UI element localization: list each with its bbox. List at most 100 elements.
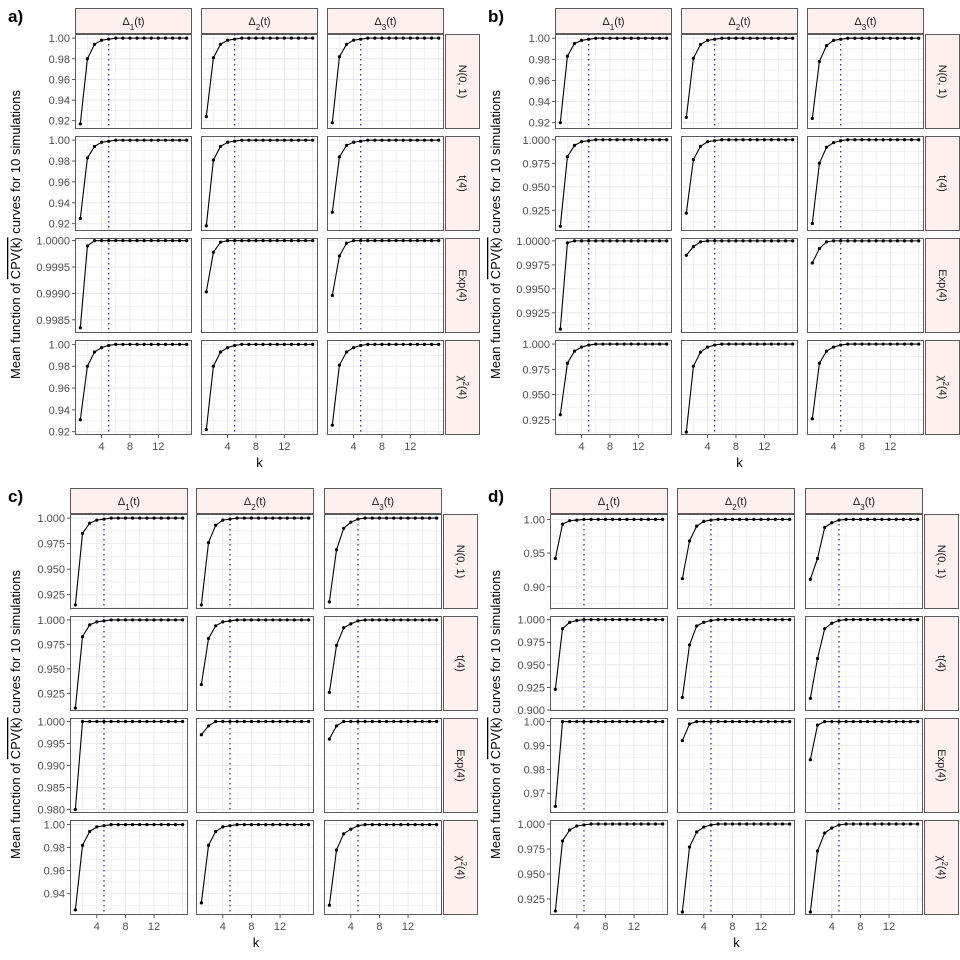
y-tick-label: 1.00 — [49, 33, 70, 45]
data-point — [351, 346, 356, 350]
data-point — [766, 719, 770, 724]
data-point — [242, 516, 246, 520]
data-point — [185, 138, 189, 142]
data-point — [846, 36, 850, 40]
x-tick-label: 12 — [402, 921, 414, 933]
data-point — [769, 239, 774, 243]
row-strip — [445, 340, 480, 435]
data-point — [359, 343, 363, 348]
y-tick-label: 0.925 — [37, 590, 65, 602]
data-point — [596, 517, 600, 521]
data-point — [632, 719, 636, 724]
data-point — [622, 138, 626, 142]
data-point — [228, 824, 232, 828]
row-strip — [925, 136, 960, 231]
data-point — [268, 36, 272, 40]
panel — [807, 136, 924, 231]
data-point — [873, 822, 877, 826]
data-point — [289, 138, 294, 142]
data-point — [256, 516, 261, 520]
data-point — [392, 719, 396, 724]
panel: 0.925 0.950 0.975 1.000 — [37, 513, 188, 609]
row-strip-label: N(0, 1) — [454, 545, 466, 579]
panel-border — [201, 238, 318, 333]
data-point — [130, 618, 135, 622]
data-point — [235, 719, 239, 724]
data-point — [657, 239, 662, 243]
data-point — [128, 239, 132, 243]
y-tick-label: 0.90 — [524, 582, 545, 594]
y-tick-label: 0.94 — [529, 97, 550, 109]
data-point — [356, 719, 360, 724]
series-line — [811, 37, 919, 119]
row-strip-label: N(0, 1) — [936, 65, 948, 99]
y-tick-label: 1.000 — [517, 819, 545, 831]
series-line — [74, 824, 183, 910]
series-line — [809, 721, 918, 760]
panel-border — [805, 820, 923, 915]
panel-background — [327, 136, 444, 231]
data-point — [815, 656, 820, 661]
data-point — [349, 719, 353, 724]
data-point — [589, 822, 593, 826]
data-point — [240, 239, 244, 243]
data-point — [844, 822, 848, 826]
data-point — [121, 239, 125, 243]
data-point — [752, 618, 756, 622]
data-point — [783, 36, 788, 40]
data-point — [233, 343, 237, 348]
data-point — [334, 548, 339, 552]
data-point — [99, 239, 104, 243]
row-strip-label: t(4) — [935, 655, 947, 672]
data-point — [741, 342, 745, 346]
data-point — [145, 516, 149, 520]
data-point — [817, 59, 822, 64]
data-point — [603, 618, 608, 622]
data-point — [737, 822, 742, 826]
data-point — [867, 36, 871, 40]
data-point — [135, 138, 139, 142]
data-point — [366, 138, 370, 142]
panel-background — [805, 718, 923, 813]
data-point — [874, 342, 878, 346]
data-point — [394, 138, 398, 142]
data-point — [135, 36, 139, 40]
column-strip — [196, 488, 314, 514]
panel — [681, 238, 798, 333]
x-tick-label: 4 — [348, 921, 354, 933]
quadrant-label: d) — [488, 487, 504, 506]
data-point — [788, 822, 792, 826]
series-line — [74, 619, 183, 709]
data-point — [107, 343, 111, 348]
data-point — [808, 758, 812, 762]
data-point — [575, 719, 579, 724]
data-point — [107, 239, 111, 243]
data-point — [303, 342, 308, 346]
data-point — [860, 342, 864, 346]
data-point — [691, 56, 696, 60]
data-point — [271, 516, 275, 520]
data-point — [831, 140, 836, 145]
y-tick-label: 1.000 — [517, 615, 545, 627]
data-point — [618, 719, 622, 724]
data-point — [589, 517, 593, 521]
data-point — [163, 239, 168, 243]
y-tick-label: 0.97 — [524, 788, 545, 800]
panel-border — [324, 820, 442, 915]
data-point — [831, 345, 836, 349]
data-point — [145, 823, 149, 827]
data-point — [261, 138, 265, 142]
panel-border — [807, 238, 924, 333]
data-point — [166, 516, 170, 520]
data-point — [759, 517, 763, 521]
panel: 0.980 0.985 0.990 0.995 1.000 — [37, 717, 188, 816]
data-point — [271, 719, 275, 724]
data-point — [422, 36, 427, 40]
data-point — [622, 239, 626, 243]
panel — [681, 136, 798, 231]
data-point — [92, 239, 97, 243]
panel-background — [681, 238, 798, 333]
y-tick-label: 0.900 — [517, 705, 545, 717]
data-point — [705, 345, 710, 349]
panel: 0.90 0.95 1.00 — [524, 514, 668, 609]
